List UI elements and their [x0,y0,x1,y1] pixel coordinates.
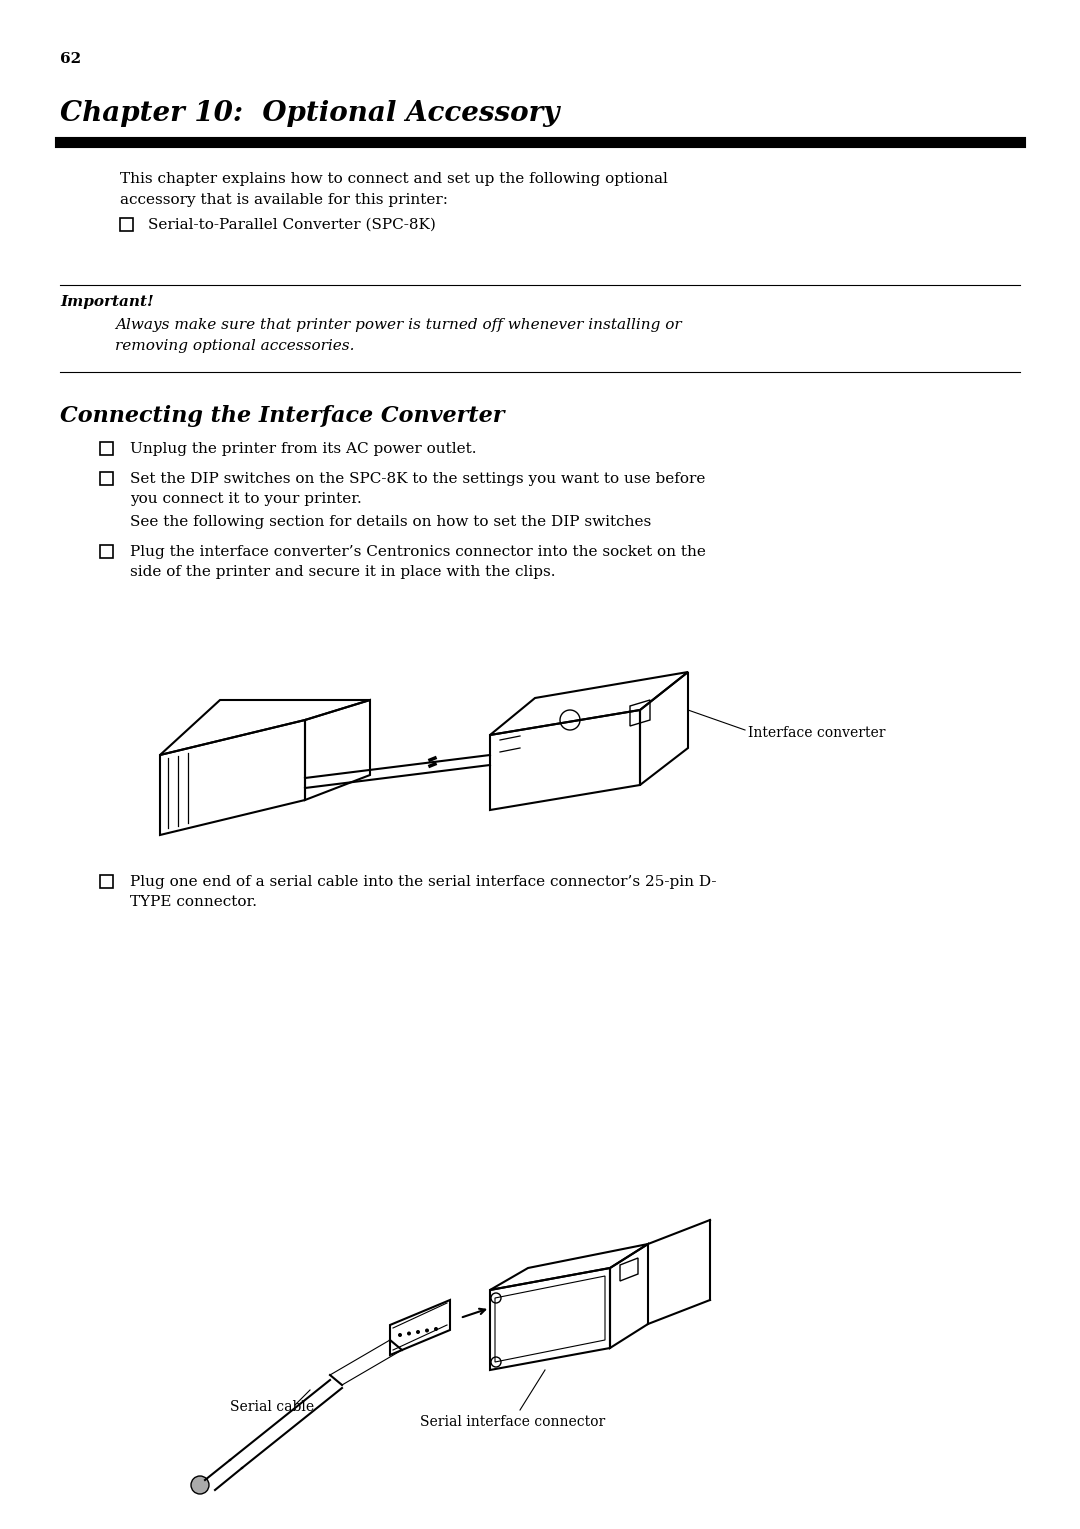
Text: Always make sure that printer power is turned off whenever installing or: Always make sure that printer power is t… [114,318,681,332]
Text: Important!: Important! [60,295,153,309]
Circle shape [399,1333,402,1336]
Text: Set the DIP switches on the SPC-8K to the settings you want to use before: Set the DIP switches on the SPC-8K to th… [130,472,705,486]
Text: See the following section for details on how to set the DIP switches: See the following section for details on… [130,515,651,529]
Text: Chapter 10:  Optional Accessory: Chapter 10: Optional Accessory [60,99,559,127]
Bar [100,544,113,558]
Text: Serial interface connector: Serial interface connector [420,1414,605,1430]
Text: you connect it to your printer.: you connect it to your printer. [130,492,362,506]
Text: Interface converter: Interface converter [748,726,886,740]
Bar [100,875,113,888]
Text: This chapter explains how to connect and set up the following optional: This chapter explains how to connect and… [120,171,667,187]
Text: 62: 62 [60,52,81,66]
Circle shape [434,1327,438,1332]
Text: Plug one end of a serial cable into the serial interface connector’s 25-pin D-: Plug one end of a serial cable into the … [130,875,716,888]
Bar [120,219,133,231]
Bar [100,472,113,485]
Text: Plug the interface converter’s Centronics connector into the socket on the: Plug the interface converter’s Centronic… [130,544,706,560]
Circle shape [426,1329,429,1332]
Text: side of the printer and secure it in place with the clips.: side of the printer and secure it in pla… [130,566,555,579]
Text: Serial cable: Serial cable [230,1401,314,1414]
Circle shape [407,1332,411,1335]
Bar [100,442,113,456]
Text: TYPE connector.: TYPE connector. [130,894,257,910]
Text: accessory that is available for this printer:: accessory that is available for this pri… [120,193,448,206]
Text: Serial-to-Parallel Converter (SPC-8K): Serial-to-Parallel Converter (SPC-8K) [148,219,436,232]
Text: removing optional accessories.: removing optional accessories. [114,339,354,353]
Circle shape [191,1475,210,1494]
Text: Connecting the Interface Converter: Connecting the Interface Converter [60,405,504,427]
Circle shape [416,1330,420,1333]
Text: Unplug the printer from its AC power outlet.: Unplug the printer from its AC power out… [130,442,476,456]
